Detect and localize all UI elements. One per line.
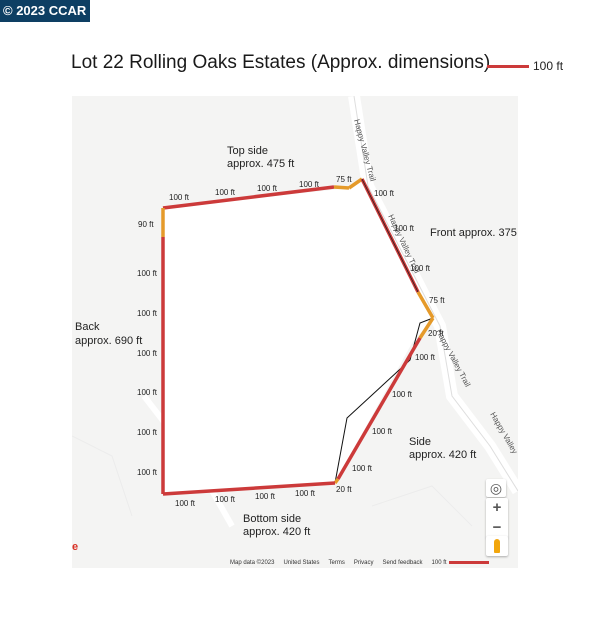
scale-label: 100 ft <box>431 560 447 566</box>
legend-label: 100 ft <box>533 59 564 73</box>
segment-label: 100 ft <box>255 492 276 501</box>
segment-label: 100 ft <box>137 349 158 358</box>
segment-label: 100 ft <box>215 188 236 197</box>
top-side-line <box>162 185 335 210</box>
pegman-icon[interactable] <box>486 536 508 556</box>
side-line <box>336 337 422 480</box>
front-boundary <box>361 178 419 293</box>
segment-label: 100 ft <box>137 309 158 318</box>
legend: 100 ft <box>487 59 587 75</box>
segment-label: 100 ft <box>175 499 196 508</box>
bottom-side-label: Bottom side <box>243 513 301 525</box>
region-label: United States <box>283 560 320 566</box>
map-data-credit: Map data ©2023 <box>230 560 275 566</box>
map-view[interactable]: Happy Valley Trail Happy Valley Trail Ha… <box>72 96 518 568</box>
side-length: approx. 420 ft <box>409 449 476 461</box>
measurement-lines <box>161 177 435 496</box>
google-logo: e <box>72 541 79 553</box>
segment-label: 20 ft <box>428 329 444 338</box>
legend-line-swatch <box>487 65 529 68</box>
segment-label: 100 ft <box>372 427 393 436</box>
segment-label: 100 ft <box>137 428 158 437</box>
segment-label: 100 ft <box>415 353 436 362</box>
segment-label: 100 ft <box>257 184 278 193</box>
segment-label: 100 ft <box>137 468 158 477</box>
road-edge <box>353 96 518 492</box>
parcel-line <box>72 435 133 517</box>
terms-link[interactable]: Terms <box>328 560 345 566</box>
privacy-link[interactable]: Privacy <box>353 560 374 566</box>
top-side-label: Top side <box>227 145 268 157</box>
segment-label: 75 ft <box>336 175 352 184</box>
segment-label: 100 ft <box>169 193 190 202</box>
zoom-in-button[interactable]: + <box>492 499 502 516</box>
front-side-label: Front approx. 375 ft <box>430 227 518 239</box>
segment-label: 75 ft <box>429 296 445 305</box>
parcel-line <box>371 485 473 527</box>
zoom-out-button[interactable]: − <box>492 519 502 536</box>
bottom-side-line <box>162 481 336 496</box>
adjacent-parcel-boundary <box>334 317 434 484</box>
top-side-length: approx. 475 ft <box>227 158 294 170</box>
bottom-20ft-line <box>333 477 340 485</box>
top-side-75ft-line <box>333 185 350 190</box>
bottom-side-length: approx. 420 ft <box>243 526 310 538</box>
side-label: Side <box>409 436 431 448</box>
segment-label: 100 ft <box>215 495 236 504</box>
back-side-length: approx. 690 ft <box>75 335 142 347</box>
map-attribution: Map data ©2023 United States Terms Priva… <box>230 558 489 568</box>
copyright-watermark: © 2023 CCAR <box>0 0 90 22</box>
segment-label: 100 ft <box>137 388 158 397</box>
page-title: Lot 22 Rolling Oaks Estates (Approx. dim… <box>71 52 491 73</box>
target-icon[interactable]: ◎ <box>486 479 506 497</box>
segment-label: 20 ft <box>336 485 352 494</box>
segment-label: 100 ft <box>410 264 431 273</box>
segment-label: 100 ft <box>352 464 373 473</box>
lot-22-parcel <box>163 179 433 494</box>
segment-label: 100 ft <box>392 390 413 399</box>
segment-label: 100 ft <box>299 180 320 189</box>
map-canvas: Happy Valley Trail Happy Valley Trail Ha… <box>72 96 518 538</box>
send-feedback-link[interactable]: Send feedback <box>382 560 423 566</box>
segment-label: 100 ft <box>137 269 158 278</box>
segment-label: 100 ft <box>374 189 395 198</box>
segment-label: 90 ft <box>138 220 154 229</box>
front-side-75ft-line <box>416 291 435 319</box>
zoom-control: + − <box>486 498 508 538</box>
segment-label: 100 ft <box>394 224 415 233</box>
segment-label: 100 ft <box>295 489 316 498</box>
back-side-label: Back <box>75 321 100 333</box>
scale-indicator[interactable]: 100 ft <box>432 560 489 566</box>
top-corner-line <box>348 177 363 190</box>
side-20ft-line <box>418 317 435 339</box>
scale-bar <box>448 561 489 564</box>
